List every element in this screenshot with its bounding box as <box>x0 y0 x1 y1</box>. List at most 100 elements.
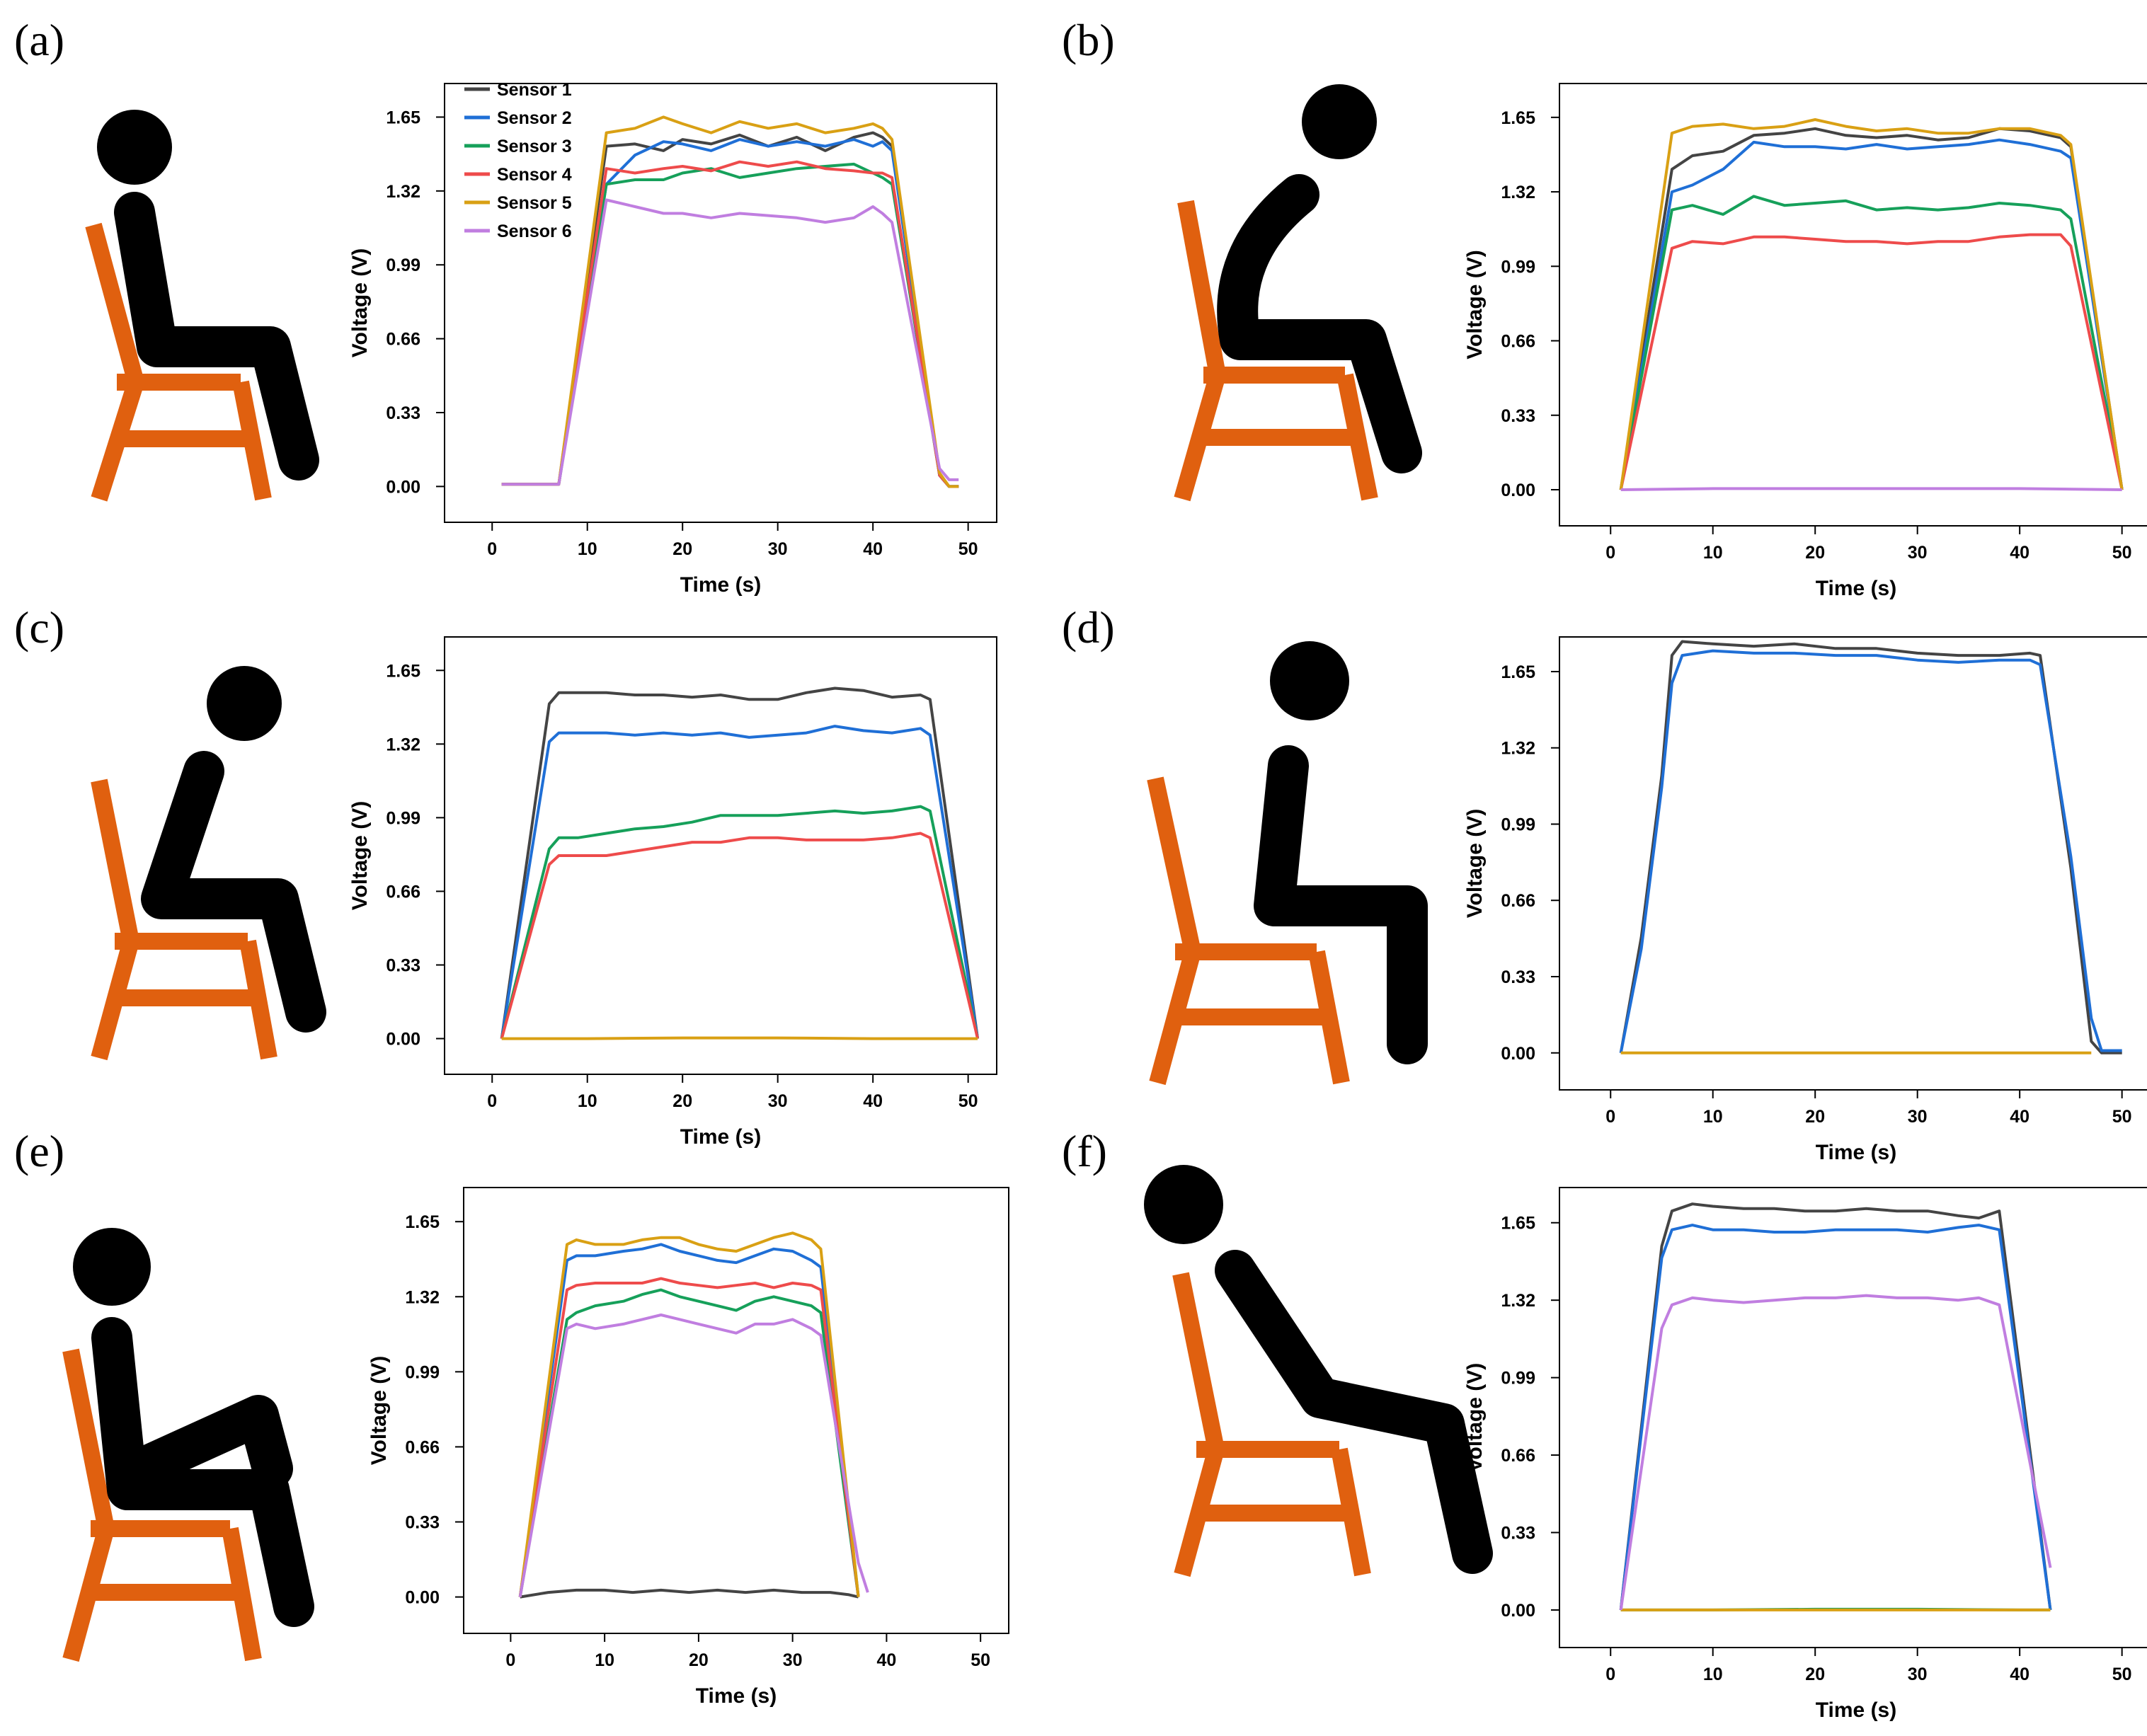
x-tick-label: 0 <box>1605 1107 1615 1127</box>
x-tick-label: 40 <box>863 1091 883 1111</box>
x-tick-label: 10 <box>1703 1665 1723 1684</box>
chart-b: 0 10 20 30 40 50 0.00 0.33 0.66 0.99 1.32 1.65 Time … <box>1463 83 2147 600</box>
posture-illustration-b <box>1174 84 1422 502</box>
y-tick-label: 0.33 <box>1501 406 1535 426</box>
y-axis-label: Voltage (V) <box>1463 250 1487 359</box>
posture-illustration-d <box>1147 641 1428 1086</box>
person-icon <box>1215 1250 1493 1574</box>
chair-icon <box>85 222 272 502</box>
y-tick-label: 0.00 <box>386 477 420 497</box>
y-axis-label: Voltage (V) <box>367 1356 391 1465</box>
chair-icon <box>1174 200 1378 502</box>
y-axis-label: Voltage (V) <box>1463 809 1487 918</box>
legend-entry: Sensor 6 <box>497 222 572 241</box>
y-tick-label: 1.32 <box>1501 183 1535 202</box>
legend-entry: Sensor 4 <box>497 165 572 185</box>
y-tick-label: 0.66 <box>1501 332 1535 352</box>
person-icon <box>1217 174 1422 473</box>
y-tick-label: 1.65 <box>386 108 420 127</box>
x-tick-label: 20 <box>1805 1107 1825 1127</box>
y-tick-label: 1.65 <box>1501 662 1535 682</box>
y-tick-label: 0.99 <box>405 1362 440 1382</box>
y-tick-label: 0.00 <box>405 1588 440 1608</box>
head-icon <box>1270 641 1349 720</box>
series-line-sensor-2 <box>500 725 980 1039</box>
x-tick-label: 0 <box>1605 1665 1615 1684</box>
x-tick-label: 30 <box>783 1650 803 1670</box>
x-tick-label: 20 <box>1805 543 1825 563</box>
series-line-sensor-2 <box>1619 1224 2052 1611</box>
x-tick-label: 10 <box>595 1650 614 1670</box>
series-line-sensor-1 <box>1619 640 2122 1054</box>
series-line-sensor-2 <box>501 138 959 488</box>
series-line-sensor-6 <box>518 1314 869 1597</box>
panel-label-a: (a) <box>14 15 64 65</box>
y-tick-label: 1.32 <box>386 182 420 202</box>
x-tick-label: 40 <box>863 539 883 559</box>
panel-label-b: (b) <box>1062 15 1115 65</box>
x-tick-label: 50 <box>2112 543 2132 563</box>
series-line-sensor-3 <box>1619 195 2124 490</box>
x-tick-label: 50 <box>958 1091 978 1111</box>
chart-f: 0 10 20 30 40 50 0.00 0.33 0.66 0.99 1.32 1.65 Time … <box>1463 1187 2147 1722</box>
y-tick-label: 0.33 <box>386 956 420 976</box>
x-axis-label: Time (s) <box>1816 1141 1896 1164</box>
x-tick-label: 10 <box>1703 543 1723 563</box>
chart-e: 0 10 20 30 40 50 0.00 0.33 0.66 0.99 1.32 1.65 Time … <box>367 1187 1009 1708</box>
series-line-sensor-2 <box>1619 138 2124 490</box>
panel-label-c: (c) <box>14 602 64 653</box>
series-line-sensor-2 <box>518 1243 860 1597</box>
series-line-sensor-4 <box>501 160 959 488</box>
x-tick-label: 20 <box>689 1650 709 1670</box>
head-icon <box>1144 1165 1223 1244</box>
x-tick-label: 40 <box>2010 1665 2029 1684</box>
x-tick-label: 30 <box>1908 1107 1928 1127</box>
panel-label-d: (d) <box>1062 602 1115 653</box>
y-tick-label: 0.33 <box>386 403 420 423</box>
x-axis-label: Time (s) <box>680 1125 761 1149</box>
series-line-sensor-3 <box>500 805 980 1040</box>
y-tick-label: 0.00 <box>1501 1601 1535 1621</box>
x-tick-label: 50 <box>971 1650 990 1670</box>
x-tick-label: 0 <box>505 1650 515 1670</box>
plot-frame <box>463 1187 1009 1634</box>
chair-icon <box>91 778 277 1061</box>
series-line-sensor-4 <box>1619 233 2124 490</box>
series-line-sensor-1 <box>1619 1202 2052 1611</box>
head-icon <box>207 666 282 741</box>
x-tick-label: 20 <box>672 1091 692 1111</box>
plot-frame <box>1559 83 2147 527</box>
x-tick-label: 40 <box>877 1650 897 1670</box>
series-line-sensor-5 <box>501 1036 978 1040</box>
y-tick-label: 0.66 <box>1501 891 1535 911</box>
y-tick-label: 0.99 <box>386 255 420 275</box>
legend-entry: Sensor 1 <box>497 80 572 100</box>
y-tick-label: 0.99 <box>1501 815 1535 834</box>
x-tick-label: 30 <box>1908 1665 1928 1684</box>
chair-icon <box>1172 1272 1371 1577</box>
y-tick-label: 0.33 <box>1501 1524 1535 1544</box>
series-line-sensor-1 <box>520 1588 859 1599</box>
person-icon <box>114 192 319 481</box>
y-tick-label: 0.66 <box>386 882 420 902</box>
chart-c: 0 10 20 30 40 50 0.00 0.33 0.66 0.99 1.32 1.65 Time … <box>348 636 997 1149</box>
head-icon <box>1302 84 1377 159</box>
person-icon <box>141 751 326 1033</box>
plot-frame <box>444 83 997 523</box>
y-tick-label: 0.66 <box>1501 1446 1535 1466</box>
plot-frame <box>444 636 997 1075</box>
x-tick-label: 0 <box>487 539 497 559</box>
y-tick-label: 0.99 <box>386 808 420 828</box>
chair-icon <box>1147 776 1350 1086</box>
y-axis-label: Voltage (V) <box>1463 1363 1487 1472</box>
y-tick-label: 0.66 <box>405 1437 440 1457</box>
y-tick-label: 0.66 <box>386 330 420 350</box>
series-line-sensor-6 <box>1619 1294 2052 1611</box>
y-tick-label: 1.65 <box>405 1212 440 1232</box>
series-line-sensor-5 <box>1619 118 2124 490</box>
y-tick-label: 1.32 <box>386 735 420 754</box>
y-tick-label: 1.32 <box>1501 739 1535 759</box>
x-tick-label: 0 <box>1605 543 1615 563</box>
y-tick-label: 0.00 <box>1501 481 1535 500</box>
x-tick-label: 20 <box>1805 1665 1825 1684</box>
